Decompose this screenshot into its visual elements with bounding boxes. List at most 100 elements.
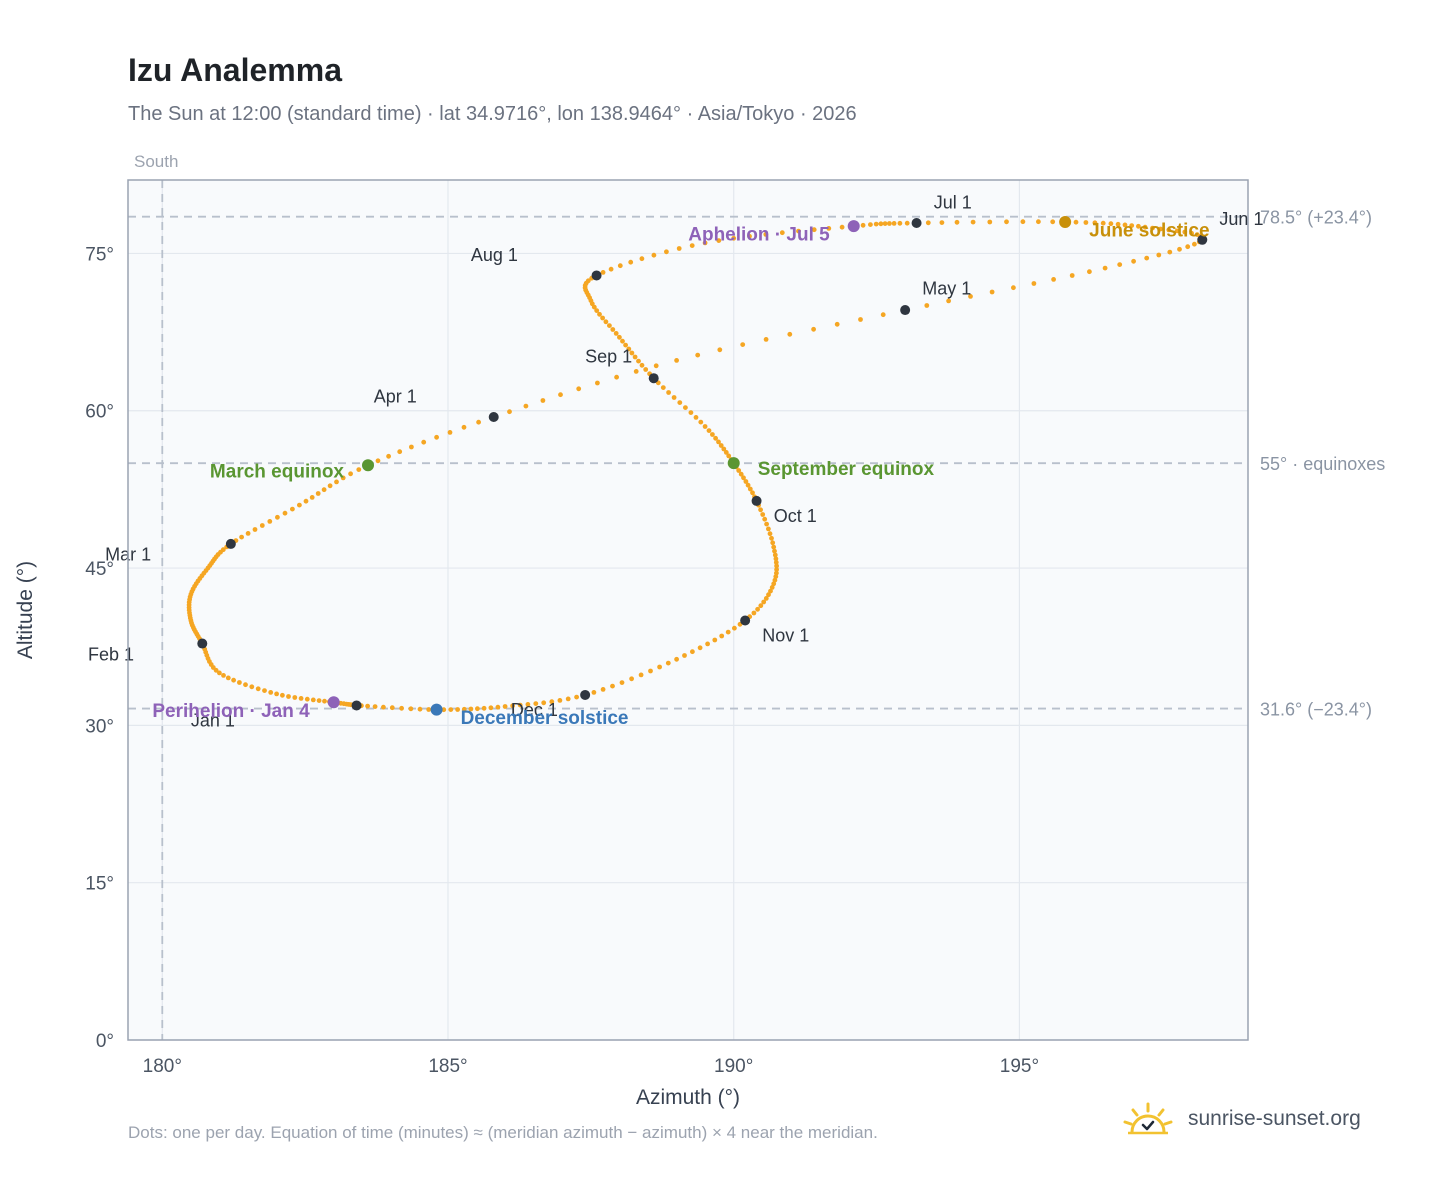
daily-sun-dot bbox=[758, 603, 764, 609]
daily-sun-dot bbox=[968, 294, 973, 299]
daily-sun-dot bbox=[262, 688, 267, 693]
daily-sun-dot bbox=[626, 346, 632, 352]
daily-sun-dot bbox=[683, 405, 688, 410]
daily-sun-dot bbox=[878, 221, 884, 227]
daily-sun-dot bbox=[787, 331, 793, 337]
daily-sun-dot bbox=[510, 703, 515, 709]
month-marker bbox=[911, 218, 922, 228]
daily-sun-dot bbox=[502, 704, 508, 709]
month-label: Sep 1 bbox=[585, 346, 632, 366]
daily-sun-dot bbox=[664, 249, 669, 255]
daily-sun-dot bbox=[897, 220, 903, 226]
daily-sun-dot bbox=[682, 653, 687, 658]
daily-sun-dot bbox=[747, 233, 752, 239]
daily-sun-dot bbox=[674, 358, 679, 363]
daily-sun-dot bbox=[638, 672, 644, 678]
month-marker bbox=[900, 305, 911, 316]
daily-sun-dot bbox=[321, 487, 327, 493]
daily-sun-dot bbox=[275, 514, 280, 520]
daily-sun-dot bbox=[1115, 221, 1121, 227]
daily-sun-dot bbox=[769, 585, 775, 590]
axes: 180° 185° 190° 195° 0° 15° 30° 45° 60° 75° bbox=[85, 244, 1039, 1077]
daily-sun-dot bbox=[987, 219, 993, 225]
event-marker bbox=[727, 457, 740, 470]
daily-sun-dot bbox=[525, 702, 531, 707]
month-marker bbox=[488, 412, 499, 423]
daily-sun-dot bbox=[533, 701, 539, 706]
event-marker bbox=[1059, 215, 1072, 228]
daily-sun-dot bbox=[740, 342, 746, 347]
brand-name: sunrise-sunset.org bbox=[1188, 1107, 1361, 1130]
daily-sun-dot bbox=[607, 323, 612, 328]
daily-sun-dot bbox=[904, 220, 910, 226]
daily-sun-dot bbox=[600, 315, 605, 321]
daily-sun-dot bbox=[541, 700, 547, 706]
daily-sun-dot bbox=[660, 385, 666, 390]
daily-sun-dot bbox=[774, 563, 779, 569]
daily-sun-dot bbox=[766, 526, 771, 532]
daily-sun-dot bbox=[549, 699, 555, 705]
daily-sun-dot bbox=[600, 687, 606, 692]
month-label: Oct 1 bbox=[774, 506, 817, 526]
daily-sun-dot bbox=[1011, 285, 1016, 291]
sun-logo-icon bbox=[1123, 1102, 1173, 1135]
daily-sun-dot bbox=[648, 668, 653, 674]
daily-sun-dot bbox=[327, 483, 333, 489]
daily-sun-dot bbox=[1167, 249, 1173, 255]
daily-sun-dot bbox=[1136, 223, 1141, 229]
month-marker bbox=[1197, 234, 1208, 245]
event-label: June solstice bbox=[1089, 221, 1209, 242]
daily-sun-dot bbox=[736, 468, 742, 473]
x-tick-label: 185° bbox=[428, 1056, 467, 1077]
daily-sun-dot bbox=[688, 410, 694, 415]
daily-sun-dot bbox=[887, 221, 892, 226]
brand-link[interactable]: sunrise-sunset.org bbox=[1122, 1102, 1361, 1136]
daily-sun-dot bbox=[389, 705, 395, 711]
daily-sun-dot bbox=[557, 698, 563, 703]
daily-sun-dot bbox=[721, 446, 727, 452]
daily-sun-dot bbox=[698, 419, 704, 425]
meridian-label: South bbox=[134, 152, 178, 171]
daily-sun-dot bbox=[772, 552, 778, 558]
daily-sun-dot bbox=[762, 516, 768, 522]
daily-sun-dot bbox=[834, 321, 840, 327]
daily-sun-dot bbox=[316, 698, 322, 703]
daily-sun-dot bbox=[292, 695, 298, 700]
daily-sun-dot bbox=[365, 703, 370, 709]
daily-sun-dot bbox=[1194, 232, 1200, 238]
daily-sun-dot bbox=[417, 706, 423, 712]
daily-sun-dot bbox=[447, 430, 453, 435]
daily-sun-dot bbox=[268, 690, 274, 695]
daily-sun-dot bbox=[623, 342, 628, 348]
daily-sun-dot bbox=[702, 424, 708, 429]
daily-sun-dot bbox=[1108, 221, 1114, 227]
daily-sun-dot bbox=[880, 312, 886, 318]
daily-sun-dot bbox=[750, 490, 755, 496]
daily-sun-dot bbox=[220, 547, 226, 553]
daily-sun-dot bbox=[259, 523, 265, 528]
daily-sun-dot bbox=[476, 419, 481, 425]
daily-sun-dot bbox=[1036, 219, 1041, 225]
event-label: March equinox bbox=[210, 461, 345, 482]
event-label: Perihelion · Jan 4 bbox=[152, 701, 310, 722]
daily-sun-dot bbox=[322, 698, 327, 704]
daily-sun-dot bbox=[574, 694, 579, 700]
daily-sun-dot bbox=[1051, 277, 1056, 282]
y-tick-label: 60° bbox=[85, 402, 114, 423]
daily-sun-dot bbox=[608, 266, 614, 272]
daily-sun-dot bbox=[690, 649, 695, 655]
daily-sun-dot bbox=[763, 596, 769, 601]
daily-sun-dot bbox=[252, 527, 258, 532]
daily-sun-dot bbox=[304, 696, 310, 702]
daily-sun-dot bbox=[274, 691, 279, 697]
daily-sun-dot bbox=[434, 434, 439, 440]
daily-sun-dot bbox=[761, 599, 767, 605]
daily-sun-dot bbox=[697, 645, 703, 651]
daily-sun-dot bbox=[666, 390, 671, 395]
event-marker bbox=[362, 459, 374, 472]
event-label: September equinox bbox=[758, 459, 935, 480]
daily-sun-dot bbox=[421, 439, 427, 445]
event-marker bbox=[327, 696, 340, 709]
daily-sun-dot bbox=[617, 334, 622, 340]
reference-line-label: 55° · equinoxes bbox=[1260, 454, 1385, 474]
